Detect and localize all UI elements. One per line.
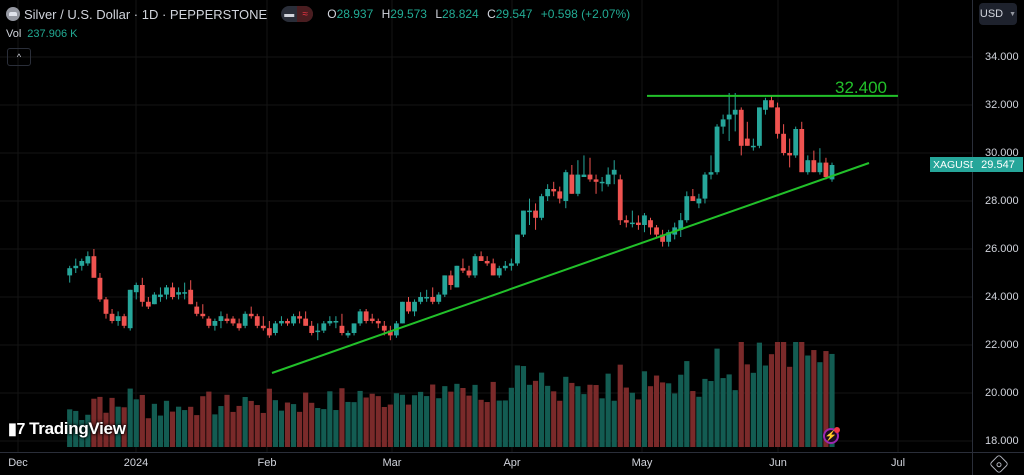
- chevron-up-icon: ^: [16, 52, 22, 62]
- symbol-title[interactable]: Silver / U.S. Dollar · 1D · PEPPERSTONE: [24, 6, 268, 22]
- time-axis[interactable]: [0, 452, 972, 475]
- price-tick-label: 32.000: [985, 99, 1019, 111]
- chart-pane[interactable]: [0, 0, 972, 452]
- ohlc-values: O28.937 H29.573 L28.824 C29.547 +0.598 (…: [327, 7, 635, 21]
- currency-selector[interactable]: USD ▼: [979, 3, 1017, 25]
- price-tick-label: 20.000: [985, 387, 1019, 399]
- last-price-tag: 29.547: [973, 157, 1023, 172]
- minus-icon[interactable]: ▬: [284, 8, 295, 20]
- symbol-legend: Silver / U.S. Dollar · 1D · PEPPERSTONE …: [6, 6, 635, 22]
- high-label: H: [381, 7, 391, 21]
- time-tick-label: Feb: [257, 457, 277, 469]
- notification-dot: [834, 427, 840, 433]
- close-label: C: [487, 7, 496, 21]
- volume-label: Vol: [6, 28, 22, 40]
- price-tick-label: 30.000: [985, 147, 1019, 159]
- low-label: L: [435, 7, 443, 21]
- resistance-level-label[interactable]: 32.400: [835, 78, 887, 97]
- candlestick-chart[interactable]: [0, 0, 972, 452]
- price-tick-label: 24.000: [985, 291, 1019, 303]
- open-value: 28.937: [336, 7, 374, 21]
- time-tick-label: May: [631, 457, 653, 469]
- change-value: +0.598 (+2.07%): [540, 7, 631, 21]
- chart-settings-button[interactable]: [972, 452, 1024, 475]
- time-tick-label: Jul: [890, 457, 906, 469]
- price-tick-label: 18.000: [985, 435, 1019, 447]
- price-tick-label: 34.000: [985, 51, 1019, 63]
- open-label: O: [327, 7, 337, 21]
- gear-icon: [989, 454, 1009, 474]
- price-axis[interactable]: [972, 0, 1024, 452]
- approx-icon[interactable]: ≈: [297, 6, 314, 22]
- price-tick-label: 22.000: [985, 339, 1019, 351]
- tradingview-logo[interactable]: ▮7 TradingView: [8, 419, 126, 439]
- last-price-symbol-tag: XAGUSD: [930, 157, 981, 172]
- tradingview-mark-icon: ▮7: [8, 421, 26, 438]
- time-tick-label: Dec: [8, 457, 28, 469]
- tradingview-wordmark: TradingView: [29, 419, 126, 438]
- volume-value: 237.906 K: [27, 28, 78, 40]
- close-value: 29.547: [495, 7, 533, 21]
- price-tick-label: 28.000: [985, 195, 1019, 207]
- price-tick-label: 26.000: [985, 243, 1019, 255]
- indicator-toggle-pill[interactable]: ▬ ≈: [281, 6, 314, 22]
- time-tick-label: Mar: [382, 457, 402, 469]
- collapse-legend-button[interactable]: ^: [7, 48, 31, 66]
- volume-legend: Vol 237.906 K: [6, 28, 77, 40]
- currency-label: USD: [979, 8, 1004, 20]
- flash-alert-button[interactable]: ⚡: [823, 427, 840, 444]
- high-value: 29.573: [390, 7, 427, 21]
- time-tick-label: 2024: [123, 457, 149, 469]
- chevron-down-icon: ▼: [1009, 10, 1017, 18]
- time-tick-label: Jun: [769, 457, 787, 469]
- time-tick-label: Apr: [503, 457, 521, 469]
- low-value: 28.824: [442, 7, 479, 21]
- silver-symbol-icon: [6, 7, 20, 21]
- lightning-icon: ⚡: [824, 430, 838, 442]
